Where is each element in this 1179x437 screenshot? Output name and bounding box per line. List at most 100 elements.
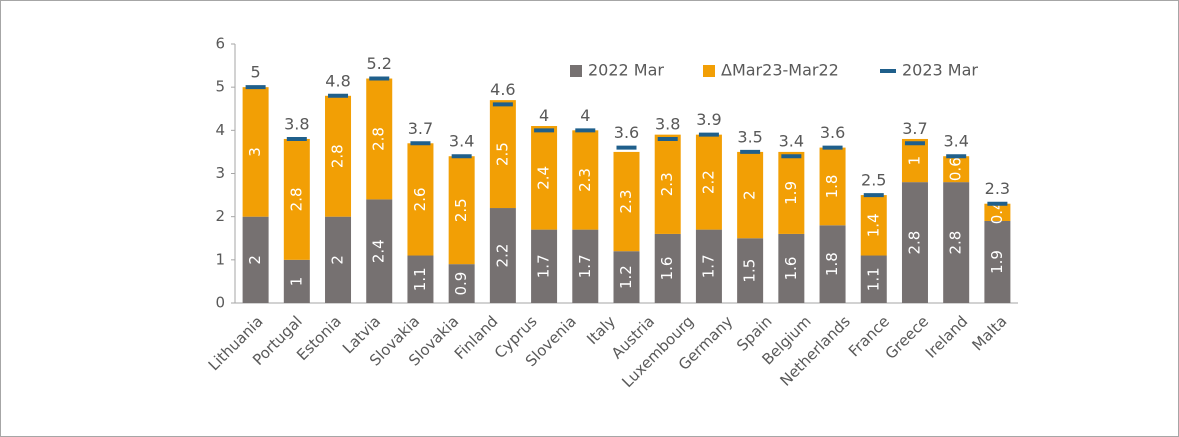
segment-label: 1.9 [988,250,1006,274]
bar-segment [737,151,764,239]
bar-segment [489,100,516,209]
segment-label: 0.4 [988,200,1006,224]
bar-segment [283,259,310,303]
segment-label: 2.3 [576,168,594,192]
total-label: 3.7 [408,119,433,138]
bar-segment [531,126,558,230]
segment-label: 1.6 [658,257,676,281]
bar-segment [448,264,475,303]
legend-label: 2023 Mar [902,61,978,80]
segment-label: 1.7 [699,254,717,278]
total-label: 3.6 [820,123,845,142]
segment-label: 1.8 [823,175,841,199]
bar-segment [325,216,352,303]
segment-label: 2.2 [493,244,511,268]
total-label: 4.8 [325,71,350,90]
legend-label: 2022 Mar [588,61,664,80]
total-label: 3.7 [902,119,927,138]
bar-segment [242,87,269,217]
segment-label: 2 [741,190,759,200]
segment-label: 2.8 [287,187,305,211]
bar-segment [572,229,599,303]
segment-label: 2.8 [905,231,923,255]
bar-segment [448,156,475,265]
total-label: 2.3 [985,179,1010,198]
total-label: 3.6 [614,123,639,142]
bar-segment [778,151,805,234]
segment-label: 1.2 [617,265,635,289]
bar-segment [901,138,928,183]
total-label: 4 [580,106,590,125]
bar-segment [819,225,846,303]
bar-segment [572,130,599,230]
segment-label: 1.8 [823,252,841,276]
segment-label: 2.8 [329,144,347,168]
segment-label: 1.1 [864,267,882,291]
segment-label: 2.4 [535,166,553,190]
segment-label: 2.3 [617,190,635,214]
segment-label: 3 [246,147,264,157]
total-label: 3.4 [449,132,474,151]
bar-segment [407,143,434,256]
bar-segment [531,229,558,303]
segment-label: 1.4 [864,213,882,237]
segment-label: 1.7 [576,254,594,278]
segment-label: 1.9 [782,181,800,205]
segment-label: 0.6 [947,157,965,181]
bar-segment [695,229,722,303]
total-label: 5 [251,63,261,82]
segment-label: 2.2 [699,170,717,194]
x-tick-label: Ireland [922,312,971,361]
bar-segment [654,134,681,234]
total-label: 3.4 [943,132,968,151]
bar-segment [860,255,887,303]
segment-label: 2.8 [947,231,965,255]
y-tick-label: 1 [215,250,225,268]
total-label: 3.4 [779,132,804,151]
segment-label: 1.6 [782,257,800,281]
bar-segment [613,151,640,252]
x-tick-label: Estonia [293,312,345,364]
total-label: 2.5 [861,171,886,190]
total-label: 5.2 [367,54,392,73]
bar-segment [325,95,352,217]
segment-label: 2.4 [370,239,388,263]
segment-label: 2 [329,255,347,265]
x-tick-label: Malta [968,312,1010,354]
legend-label: ΔMar23-Mar22 [721,61,839,80]
bar-segment [984,203,1011,221]
total-label: 3.5 [737,127,762,146]
y-tick-label: 4 [215,121,225,139]
bar-segment [943,182,970,303]
segment-label: 1.1 [411,267,429,291]
x-tick-label: Greece [882,312,932,362]
segment-label: 2.6 [411,187,429,211]
segment-label: 1.7 [535,254,553,278]
segment-label: 0.9 [452,272,470,296]
bar-segment [242,216,269,303]
legend-swatch [703,65,715,77]
bar-segment [366,78,393,200]
bar-segment [366,199,393,303]
y-tick-label: 5 [215,78,225,96]
bar-segment [819,147,846,226]
bar-segment [984,220,1011,303]
bar-segment [654,233,681,303]
bar-segment [407,255,434,303]
total-label: 4.6 [490,80,515,99]
bar-segment [901,182,928,303]
total-label: 4 [539,106,549,125]
bar-segment [943,156,970,183]
segment-label: 2.5 [452,198,470,222]
segment-label: 2 [246,255,264,265]
bar-segment [778,233,805,303]
segment-label: 2.5 [493,142,511,166]
segment-label: 1 [905,156,923,166]
x-tick-label: Finland [451,312,502,363]
y-tick-label: 6 [215,35,225,53]
total-label: 3.8 [655,114,680,133]
bar-segment [613,251,640,303]
bar-segment [695,134,722,230]
y-tick-label: 0 [215,294,225,312]
